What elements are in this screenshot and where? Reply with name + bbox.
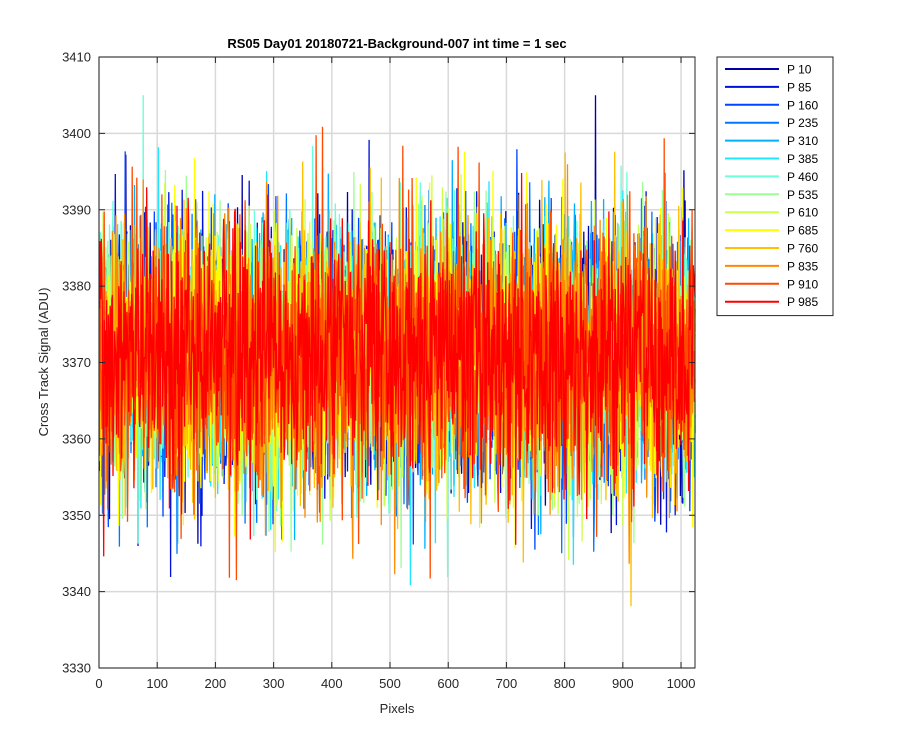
legend-label: P 235: [787, 116, 818, 130]
legend-label: P 910: [787, 277, 818, 291]
legend-label: P 160: [787, 98, 818, 112]
legend-label: P 835: [787, 259, 818, 273]
legend-label: P 760: [787, 242, 818, 256]
legend-box: [716, 56, 834, 317]
legend-label: P 85: [787, 80, 812, 94]
legend-label: P 310: [787, 134, 818, 148]
y-tick-label: 3330: [62, 661, 91, 676]
y-tick-label: 3370: [62, 355, 91, 370]
legend-label: P 985: [787, 295, 818, 309]
x-tick-label: 800: [554, 676, 576, 691]
x-tick-label: 900: [612, 676, 634, 691]
x-tick-label: 400: [321, 676, 343, 691]
x-axis-label: Pixels: [380, 701, 415, 716]
x-tick-label: 200: [205, 676, 227, 691]
x-tick-label: 1000: [667, 676, 696, 691]
x-tick-label: 100: [146, 676, 168, 691]
series-lines: [98, 95, 696, 607]
legend-label: P 385: [787, 152, 818, 166]
legend: P 10 P 85 P 160 P 235 P 310 P 385 P 460 P 535 P …: [716, 56, 834, 317]
x-axis-ticks: 0 100 200 300 400 500 600 700 800 900 1000: [95, 57, 695, 691]
x-tick-label: 500: [379, 676, 401, 691]
y-axis-label: Cross Track Signal (ADU): [36, 288, 51, 437]
y-axis-ticks: 3330 3340 3350 3360 3370 3380 3390 3400 3410: [62, 50, 695, 676]
y-tick-label: 3360: [62, 431, 91, 446]
legend-label: P 685: [787, 224, 818, 238]
x-tick-label: 600: [437, 676, 459, 691]
y-tick-label: 3350: [62, 508, 91, 523]
y-tick-label: 3400: [62, 126, 91, 141]
legend-label: P 460: [787, 170, 818, 184]
y-tick-label: 3410: [62, 50, 91, 65]
legend-label: P 610: [787, 206, 818, 220]
y-tick-label: 3340: [62, 584, 91, 599]
legend-label: P 535: [787, 188, 818, 202]
x-tick-label: 300: [263, 676, 285, 691]
legend-label: P 10: [787, 63, 812, 77]
x-tick-label: 0: [95, 676, 102, 691]
y-tick-label: 3380: [62, 279, 91, 294]
series-line-p-985: [98, 172, 696, 557]
x-tick-label: 700: [496, 676, 518, 691]
chart-title: RS05 Day01 20180721-Background-007 int t…: [227, 36, 566, 51]
y-tick-label: 3390: [62, 202, 91, 217]
